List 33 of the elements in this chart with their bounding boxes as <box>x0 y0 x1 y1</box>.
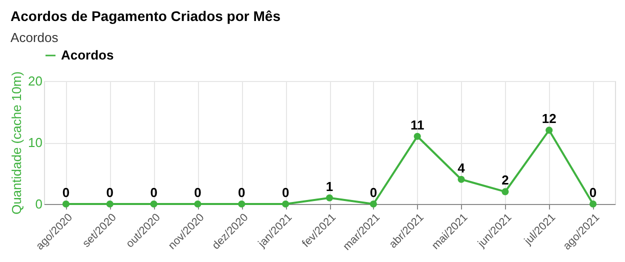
point <box>282 200 290 208</box>
y-tick-label: 10 <box>28 135 42 150</box>
data-label: 0 <box>106 185 114 200</box>
data-label: 0 <box>282 185 290 200</box>
point <box>370 200 377 208</box>
point <box>62 200 70 208</box>
data-label: 0 <box>194 185 202 200</box>
point <box>502 188 509 196</box>
data-label: 12 <box>542 111 556 126</box>
chart-title: Acordos de Pagamento Criados por Mês <box>10 8 281 24</box>
legend-label: Acordos <box>61 48 114 62</box>
data-label: 1 <box>326 178 334 194</box>
data-label: 0 <box>62 185 70 200</box>
point <box>326 194 334 202</box>
point <box>238 200 246 208</box>
y-axis-title: Quantidade (cache 10m) <box>9 71 24 215</box>
point <box>150 200 158 208</box>
data-label: 4 <box>458 160 466 176</box>
point <box>590 200 597 208</box>
data-label: 0 <box>150 185 158 200</box>
point <box>106 200 114 208</box>
point <box>546 126 553 134</box>
point <box>458 176 465 183</box>
data-label: 11 <box>410 117 424 132</box>
data-label: 0 <box>589 185 597 200</box>
data-label: 0 <box>238 185 246 200</box>
point <box>194 200 202 208</box>
chart-subtitle: Acordos <box>10 30 59 45</box>
data-label: 2 <box>502 172 509 188</box>
data-label: 0 <box>370 185 378 200</box>
y-tick-label: 20 <box>28 74 42 88</box>
point <box>414 132 421 140</box>
y-tick-label: 0 <box>35 196 42 212</box>
